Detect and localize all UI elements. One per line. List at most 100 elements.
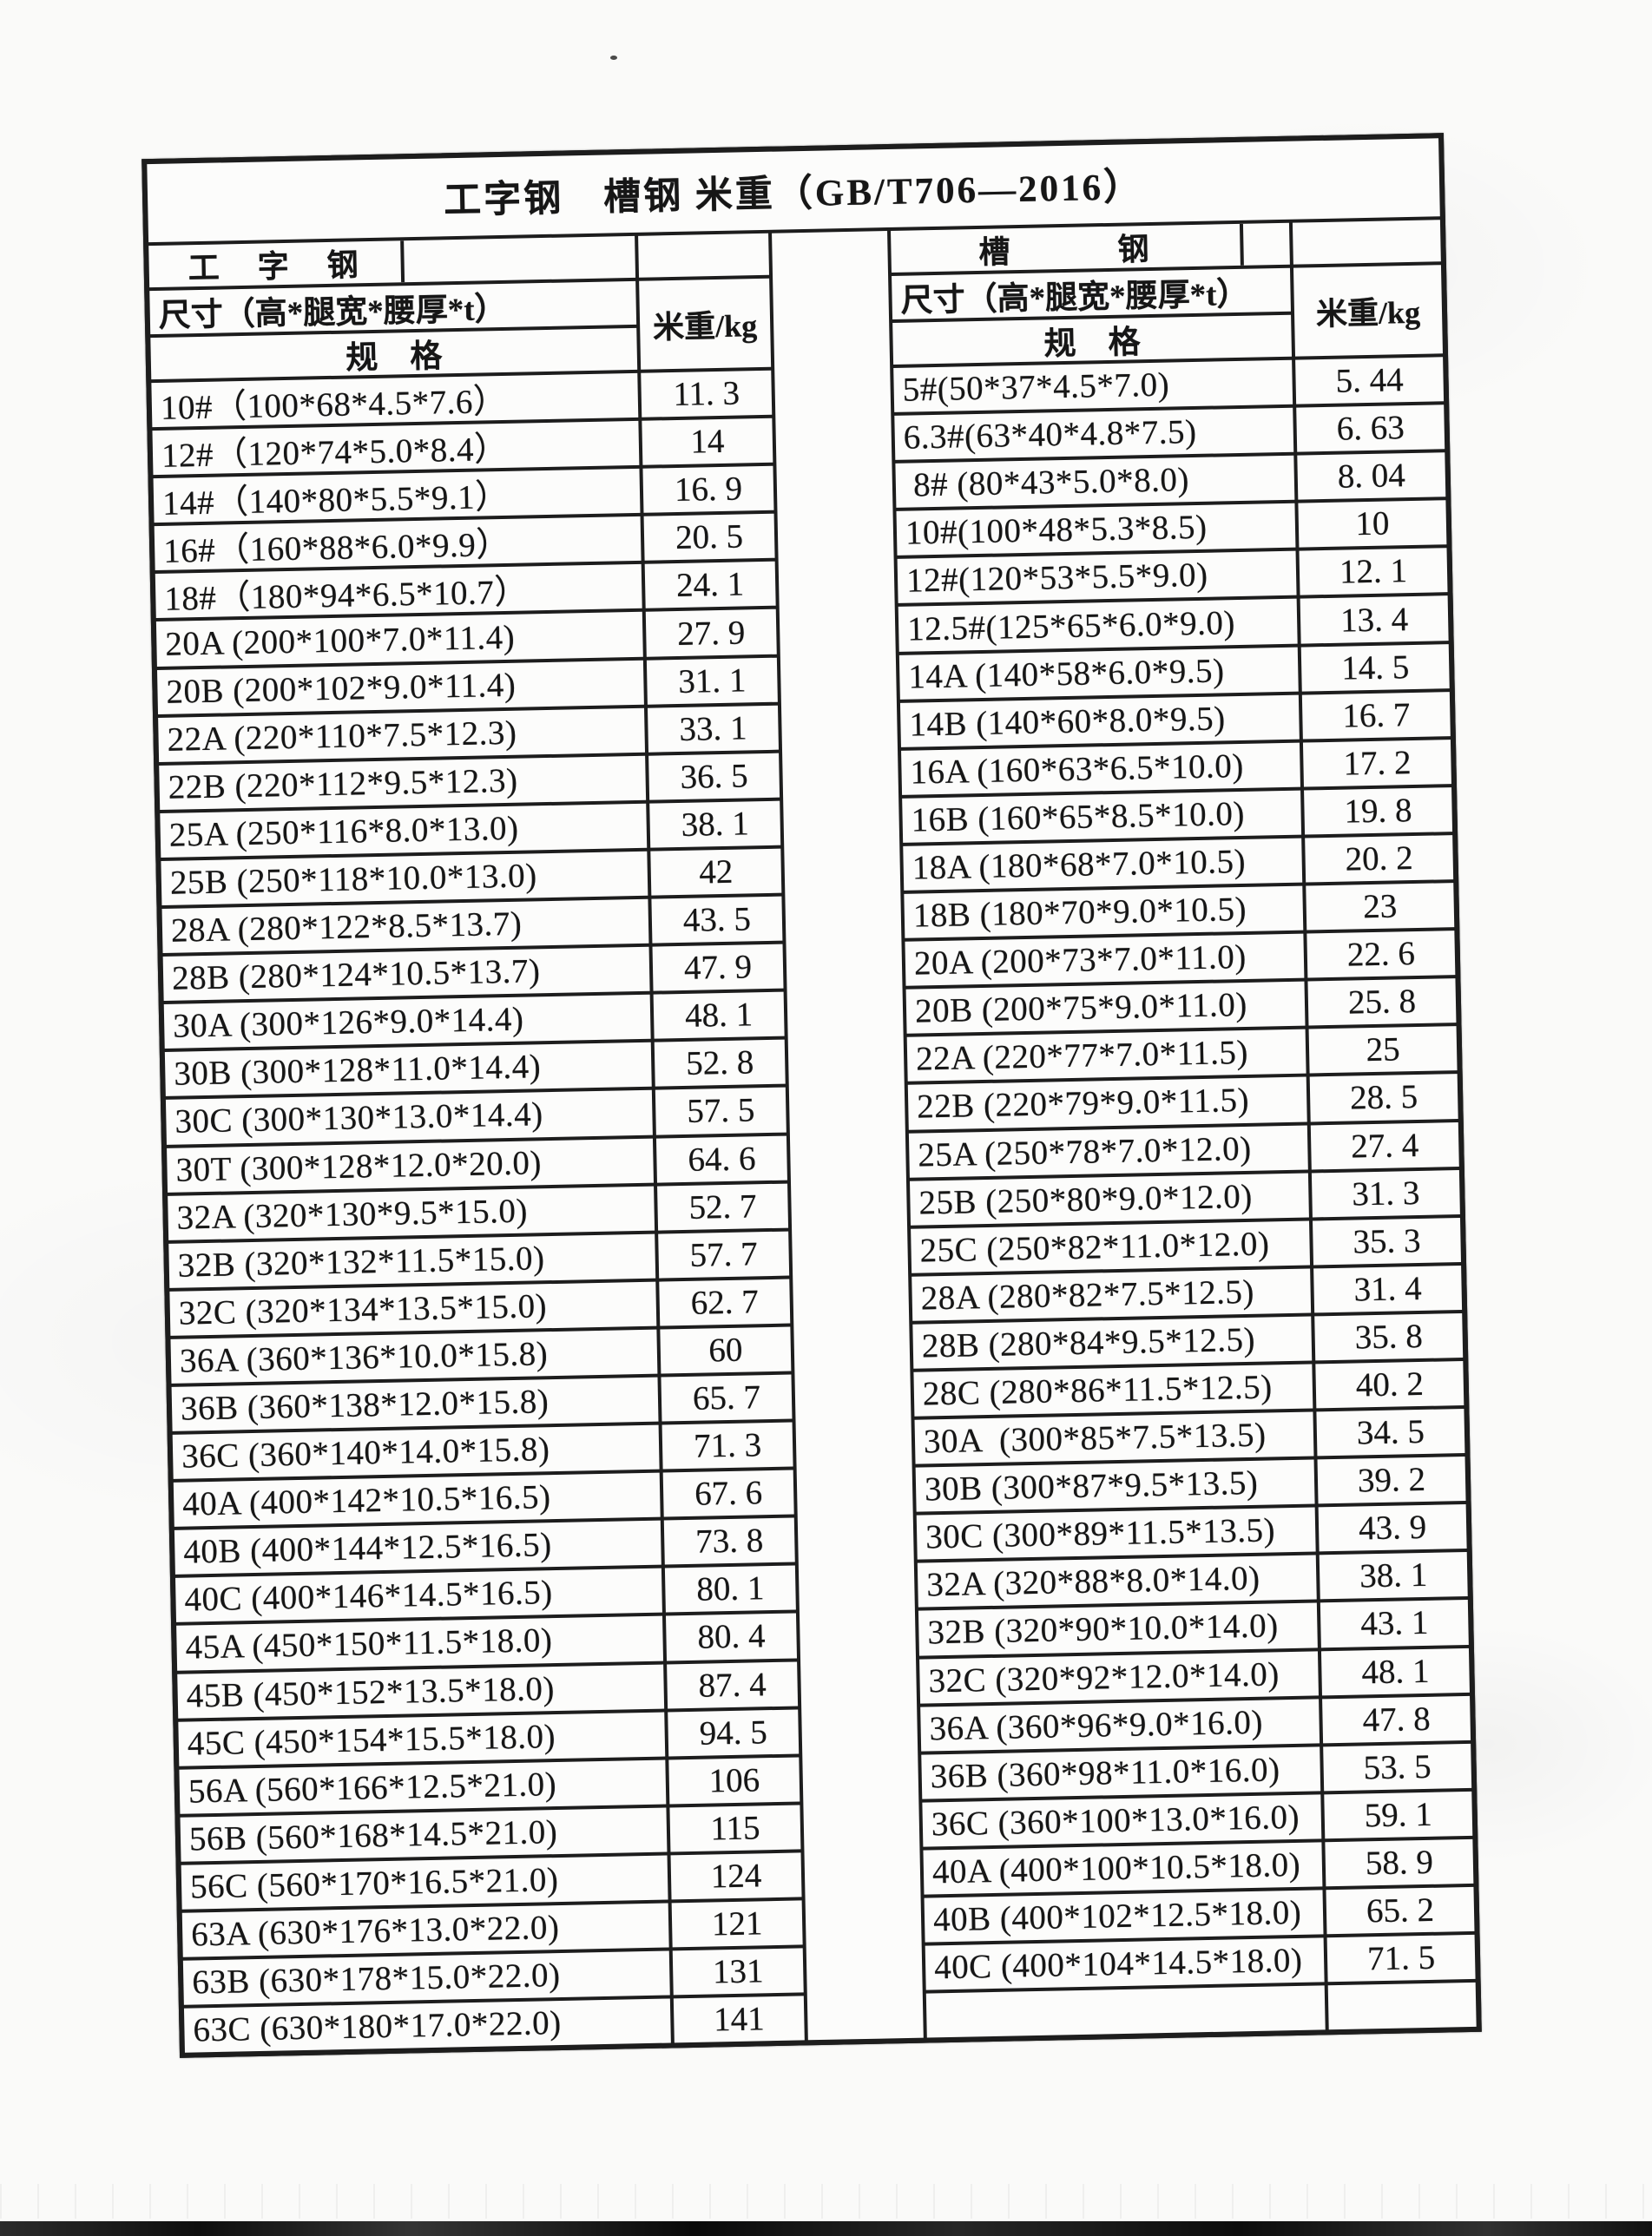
weight-cell: 43. 1 [1320,1600,1469,1647]
weight-cell: 141 [673,1996,805,2043]
weight-cell: 52. 7 [657,1183,789,1231]
weight-cell: 8. 04 [1297,452,1446,500]
spec-cell: 30A (300*85*7.5*13.5) [914,1411,1314,1464]
weight-cell: 23 [1306,883,1455,931]
weight-cell: 47. 8 [1322,1695,1471,1744]
weight-cell: 39. 2 [1317,1457,1466,1504]
spec-cell: 18B (180*70*9.0*10.5) [904,885,1304,938]
weight-cell: 10 [1298,500,1447,548]
weight-cell: 73. 8 [663,1517,795,1565]
spec-cell: 45C (450*154*15.5*18.0) [178,1712,666,1766]
section-title-channel: 槽 钢 [891,223,1244,273]
spec-cell: 32A (320*130*9.5*15.0) [168,1186,655,1240]
weight-header-ibeam: 米重/kg [639,278,772,370]
weight-cell: 71. 5 [1326,1934,1476,1983]
weight-cell: 25. 8 [1307,978,1457,1026]
spec-cell: 30T (300*128*12.0*20.0) [167,1138,654,1193]
spec-cell: 32B (320*90*10.0*14.0) [918,1602,1318,1656]
weight-cell: 42 [650,848,782,896]
spec-cell: 56C (560*170*16.5*21.0) [181,1855,668,1910]
weight-cell: 11. 3 [641,370,773,418]
spec-cell: 36C (360*100*13.0*16.0) [922,1794,1322,1847]
header-empty-channel [1292,220,1441,265]
spec-cell: 36B (360*98*11.0*16.0) [921,1746,1321,1799]
spec-cell [925,1985,1326,2038]
spec-cell: 40B (400*144*12.5*16.5) [174,1520,661,1575]
weight-cell: 25 [1308,1026,1458,1074]
steel-weight-table: 工字钢 槽钢 米重（GB/T706—2016） 工 字 钢 槽 钢 尺寸（高*腿… [142,133,1482,2059]
weight-cell: 59. 1 [1324,1791,1473,1839]
weight-cell: 34. 5 [1316,1409,1465,1457]
spec-cell: 16A (160*63*6.5*10.0) [901,742,1300,795]
weight-cell: 80. 1 [664,1565,796,1613]
spec-cell: 25B (250*80*9.0*12.0) [909,1173,1309,1226]
spec-cell: 30C (300*89*11.5*13.5) [916,1507,1316,1561]
spec-cell: 10#(100*48*5.3*8.5) [896,503,1296,556]
spec-cell: 22B (220*79*9.0*11.5) [907,1076,1307,1130]
weight-cell: 12. 1 [1299,548,1448,596]
weight-cell: 36. 5 [648,753,780,800]
spec-cell: 5#(50*37*4.5*7.0) [893,359,1293,413]
section-title-fill-ibeam [404,236,635,282]
weight-cell: 13. 4 [1300,595,1449,644]
weight-cell: 87. 4 [667,1661,799,1709]
weight-cell: 106 [668,1757,800,1805]
weight-cell: 19. 8 [1304,786,1453,835]
weight-cell: 94. 5 [668,1709,800,1757]
section-title-fill-channel [1243,223,1290,266]
spec-cell: 36C (360*140*14.0*15.8) [172,1424,660,1480]
spec-cell: 28C (280*86*11.5*12.5) [913,1364,1313,1417]
spec-cell: 30B (300*87*9.5*13.5) [915,1459,1315,1512]
spec-cell: 40A (400*142*10.5*16.5) [173,1472,661,1528]
spec-cell: 20B (200*102*9.0*11.4) [157,660,644,714]
spec-cell: 36A (360*136*10.0*15.8) [170,1329,658,1384]
spec-cell: 16B (160*65*8.5*10.0) [902,790,1302,843]
spec-cell: 25C (250*82*11.0*12.0) [911,1220,1311,1273]
spec-cell: 28B (280*84*9.5*12.5) [912,1316,1313,1369]
weight-cell: 38. 1 [649,800,781,848]
spec-cell: 40C (400*104*14.5*18.0) [925,1937,1325,1990]
weight-cell: 6. 63 [1296,404,1445,452]
weight-cell: 24. 1 [644,562,776,609]
weight-cell: 31. 3 [1311,1169,1460,1218]
spec-cell: 32C (320*92*12.0*14.0) [919,1650,1319,1704]
weight-cell: 35. 8 [1314,1312,1464,1361]
weight-cell: 16. 9 [642,465,774,514]
weight-cell: 80. 4 [666,1613,797,1661]
spec-cell: 32B (320*132*11.5*15.0) [168,1233,656,1288]
spec-cell: 56B (560*168*14.5*21.0) [180,1807,668,1862]
weight-cell: 17. 2 [1302,739,1451,787]
weight-cell: 71. 3 [661,1422,793,1470]
weight-cell: 20. 5 [643,514,775,562]
spec-cell: 20A (200*100*7.0*11.4) [155,612,643,667]
weight-cell: 124 [670,1852,802,1900]
section-header-channel: 槽 钢 [891,222,1290,273]
spec-cell: 25A (250*116*8.0*13.0) [160,803,648,858]
spec-cell: 12#(120*53*5.5*9.0) [897,551,1297,604]
weight-cell: 48. 1 [1320,1647,1470,1695]
weight-cell: 53. 5 [1323,1743,1472,1792]
weight-cell: 115 [669,1805,801,1852]
weight-cell: 67. 6 [662,1470,794,1517]
weight-cell: 38. 1 [1319,1552,1468,1600]
spec-cell: 10#（100*68*4.5*7.6） [151,372,639,428]
spec-cell: 12#（120*74*5.0*8.4） [152,420,640,476]
spec-cell: 63A (630*176*13.0*22.0) [181,1903,669,1957]
weight-cell: 52. 8 [654,1039,786,1088]
spec-cell: 14#（140*80*5.5*9.1） [153,469,641,523]
bottom-scan-band [0,2221,1652,2236]
spec-cell: 18#（180*94*6.5*10.7） [155,564,642,619]
spec-cell: 36A (360*96*9.0*16.0) [920,1699,1320,1752]
weight-cell: 33. 1 [647,705,779,753]
spec-cell: 40B (400*102*12.5*18.0) [924,1890,1324,1943]
grade-header-ibeam: 规 格 [150,327,638,380]
spec-cell: 22B (220*112*9.5*12.3) [159,755,647,810]
weight-cell: 20. 2 [1305,835,1454,883]
weight-cell: 65. 7 [661,1374,793,1422]
spec-cell: 8# (80*43*5.0*8.0) [895,455,1295,509]
weight-cell: 27. 9 [645,609,777,657]
spec-cell: 22A (220*77*7.0*11.5) [906,1029,1306,1082]
spec-cell: 30C (300*130*13.0*14.4) [165,1090,653,1145]
weight-cell: 40. 2 [1315,1360,1464,1409]
